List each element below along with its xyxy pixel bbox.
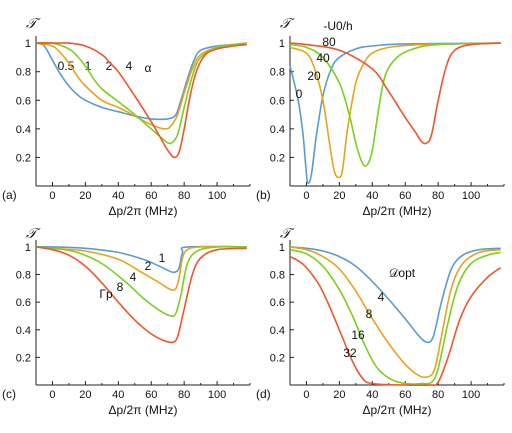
y-axis-label: 𝒯 xyxy=(26,17,41,32)
x-axis-label: Δp/2π (MHz) xyxy=(109,204,178,218)
y-tick-label: 0.2 xyxy=(270,152,285,164)
series-annotation: Γp xyxy=(99,287,113,301)
x-axis-label: Δp/2π (MHz) xyxy=(363,403,432,417)
x-tick-label: 20 xyxy=(333,389,345,401)
y-tick-label: 0.4 xyxy=(270,325,285,337)
series-annotation: -U0/h xyxy=(323,19,352,33)
series-line-32 xyxy=(289,255,502,387)
x-tick-label: 0 xyxy=(303,190,309,202)
y-tick-label: 0.4 xyxy=(16,325,31,337)
y-axis-label: 𝒯 xyxy=(280,227,295,242)
series-label-40: 40 xyxy=(316,51,330,65)
series-line-1 xyxy=(35,42,247,130)
y-tick-label: 0.6 xyxy=(270,297,285,309)
series-label-0.5: 0.5 xyxy=(58,59,75,73)
series-line-4 xyxy=(36,42,247,159)
y-tick-label: 1 xyxy=(279,38,285,50)
panel-label: (b) xyxy=(256,188,271,202)
series-label-2: 2 xyxy=(106,59,113,73)
x-tick-label: 40 xyxy=(112,389,124,401)
series-line-8 xyxy=(35,246,247,344)
x-tick-label: 20 xyxy=(79,389,91,401)
series-label-20: 20 xyxy=(307,69,321,83)
x-tick-label: 20 xyxy=(333,190,345,202)
y-tick-label: 0.2 xyxy=(270,352,285,364)
series-line-2 xyxy=(35,245,247,292)
series-line-40 xyxy=(289,42,501,167)
panel-label: (a) xyxy=(2,188,17,202)
series-label-32: 32 xyxy=(343,346,357,360)
series-label-8: 8 xyxy=(117,280,124,294)
panel-b: 0 20 40 60 80 100 0.2 0.4 0.6 0.8 1 𝒯 Δp/2π (MHz) (b)… xyxy=(256,17,505,218)
y-tick-label: 0.8 xyxy=(270,270,285,282)
series-annotation: α xyxy=(145,61,152,75)
y-tick-label: 1 xyxy=(279,242,285,254)
y-tick-label: 0.8 xyxy=(16,270,31,282)
y-tick-label: 0.2 xyxy=(16,152,31,164)
x-axis-label: Δp/2π (MHz) xyxy=(363,204,432,218)
panel-a: 0 20 40 60 80 100 0.2 0.4 0.6 0.8 1 𝒯 Δp/2π (MHz) (a)… xyxy=(2,17,251,218)
y-tick-label: 0.8 xyxy=(270,67,285,79)
x-tick-label: 60 xyxy=(399,389,411,401)
series-line-8 xyxy=(289,246,501,379)
series-label-80: 80 xyxy=(322,35,336,49)
y-tick-label: 0.4 xyxy=(270,124,285,136)
series-line-4 xyxy=(35,245,247,318)
x-tick-label: 40 xyxy=(366,190,378,202)
x-tick-label: 100 xyxy=(462,389,480,401)
series-label-2: 2 xyxy=(145,259,152,273)
series-label-1: 1 xyxy=(85,59,92,73)
series-label-4: 4 xyxy=(130,270,137,284)
series-label-16: 16 xyxy=(351,328,365,342)
series-label-0: 0 xyxy=(296,87,303,101)
y-axis-label: 𝒯 xyxy=(26,227,41,242)
panel-label: (c) xyxy=(2,387,16,401)
series-line-0.5 xyxy=(35,42,247,121)
y-tick-label: 1 xyxy=(25,242,31,254)
x-tick-label: 80 xyxy=(178,190,190,202)
y-tick-label: 0.4 xyxy=(16,124,31,136)
y-tick-label: 0.6 xyxy=(16,95,31,107)
y-tick-label: 0.6 xyxy=(16,297,31,309)
series-label-1: 1 xyxy=(159,251,166,265)
x-tick-label: 0 xyxy=(303,389,309,401)
y-tick-label: 0.8 xyxy=(16,67,31,79)
x-tick-label: 0 xyxy=(49,190,55,202)
series-line-0 xyxy=(289,42,501,184)
y-tick-label: 0.2 xyxy=(16,352,31,364)
series-label-8: 8 xyxy=(366,307,373,321)
series-line-20 xyxy=(289,42,501,179)
series-annotation: 𝒟opt xyxy=(389,266,416,280)
series-line-16 xyxy=(289,248,501,385)
series-label-4: 4 xyxy=(378,290,385,304)
series-label-4: 4 xyxy=(126,59,133,73)
series-line-4 xyxy=(289,246,501,344)
series-line-80 xyxy=(289,42,501,145)
x-tick-label: 100 xyxy=(208,190,226,202)
x-tick-label: 80 xyxy=(432,389,444,401)
x-tick-label: 60 xyxy=(399,190,411,202)
y-axis-label: 𝒯 xyxy=(280,17,295,32)
x-tick-label: 40 xyxy=(366,389,378,401)
x-tick-label: 60 xyxy=(145,389,157,401)
series-line-1 xyxy=(35,245,247,274)
x-tick-label: 100 xyxy=(462,190,480,202)
panel-label: (d) xyxy=(256,387,271,401)
x-tick-label: 80 xyxy=(432,190,444,202)
y-tick-label: 1 xyxy=(25,38,31,50)
x-tick-label: 20 xyxy=(79,190,91,202)
panel-d: 0 20 40 60 80 100 0.2 0.4 0.6 0.8 1𝒯 Δp/2π (MHz) (d)… xyxy=(256,227,505,417)
x-axis-label: Δp/2π (MHz) xyxy=(109,403,178,417)
x-tick-label: 40 xyxy=(112,190,124,202)
series-line-2 xyxy=(35,41,247,145)
x-tick-label: 60 xyxy=(145,190,157,202)
x-tick-label: 100 xyxy=(208,389,226,401)
x-tick-label: 0 xyxy=(49,389,55,401)
x-tick-label: 80 xyxy=(178,389,190,401)
y-tick-label: 0.6 xyxy=(270,95,285,107)
